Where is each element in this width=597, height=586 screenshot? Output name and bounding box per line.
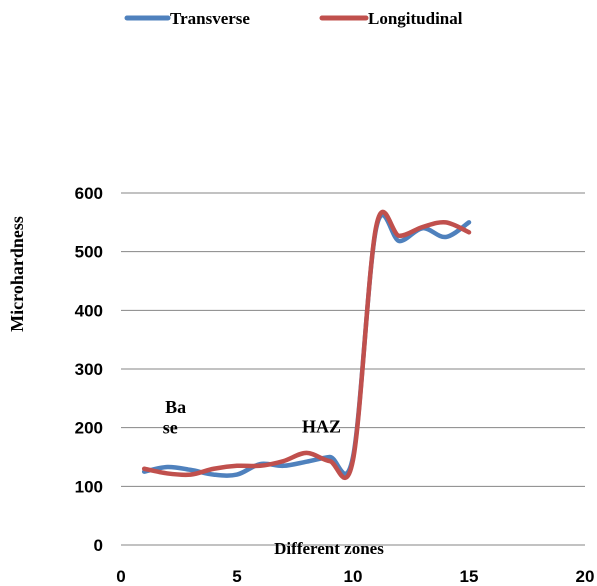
x-axis-ticks: 0 5 10 15 20 bbox=[116, 567, 594, 586]
annotation-haz: HAZ bbox=[302, 416, 341, 436]
gridlines bbox=[121, 192, 585, 546]
x-tick-label-10: 10 bbox=[344, 567, 363, 586]
y-axis-label: Microhardness bbox=[7, 216, 27, 332]
series-lines bbox=[141, 209, 472, 480]
y-axis-ticks: 0 100 200 300 400 500 600 bbox=[75, 184, 103, 555]
x-tick-label-5: 5 bbox=[232, 567, 241, 586]
annotation-ba: Ba bbox=[165, 397, 186, 417]
y-tick-label-500: 500 bbox=[75, 243, 103, 262]
y-tick-label-100: 100 bbox=[75, 477, 103, 496]
legend-label-longitudinal: Longitudinal bbox=[368, 9, 463, 28]
x-tick-label-15: 15 bbox=[460, 567, 479, 586]
x-axis-label: Different zones bbox=[274, 539, 384, 558]
y-tick-label-0: 0 bbox=[94, 536, 103, 555]
annotation-se: se bbox=[163, 418, 178, 438]
legend: Transverse Longitudinal bbox=[124, 9, 463, 28]
y-tick-label-200: 200 bbox=[75, 419, 103, 438]
series-line-longitudinal bbox=[141, 209, 472, 480]
x-tick-label-20: 20 bbox=[576, 567, 595, 586]
y-tick-label-400: 400 bbox=[75, 301, 103, 320]
legend-label-transverse: Transverse bbox=[170, 9, 250, 28]
y-tick-label-300: 300 bbox=[75, 360, 103, 379]
x-tick-label-0: 0 bbox=[116, 567, 125, 586]
series-line-transverse bbox=[141, 212, 472, 478]
y-tick-label-600: 600 bbox=[75, 184, 103, 203]
